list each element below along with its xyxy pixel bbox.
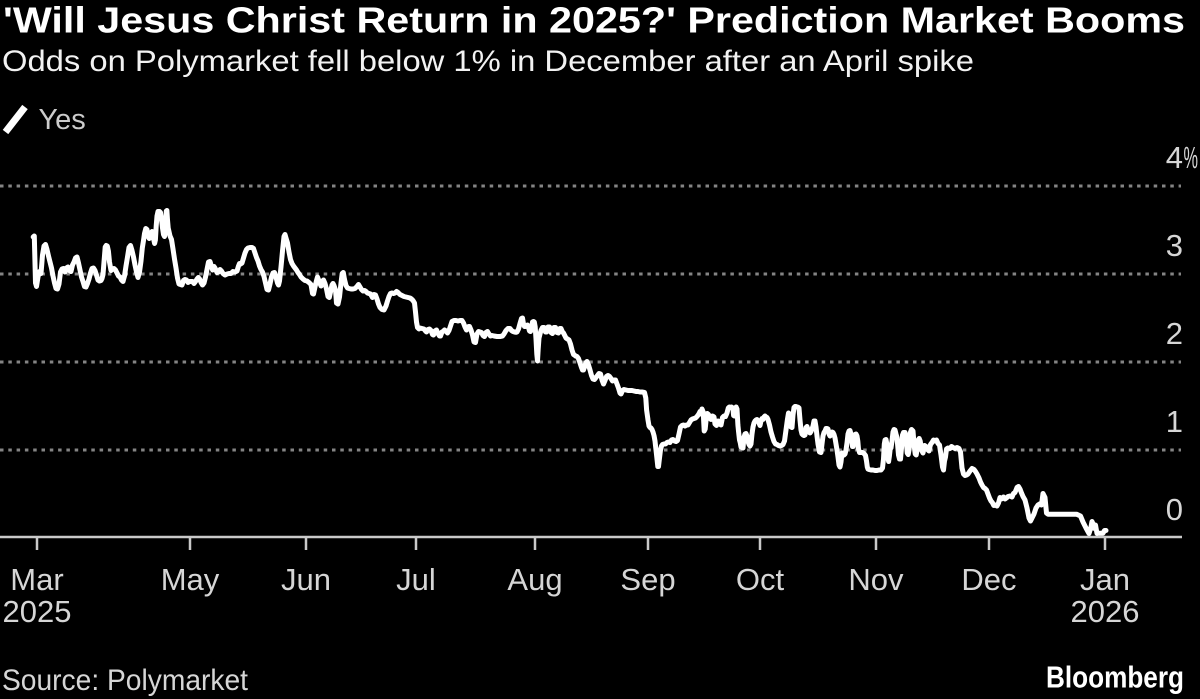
svg-text:Dec: Dec: [961, 562, 1016, 597]
svg-text:Jan: Jan: [1080, 562, 1130, 597]
svg-text:Oct: Oct: [736, 562, 785, 597]
svg-text:'Will Jesus Christ Return in 2: 'Will Jesus Christ Return in 2025?' Pred…: [3, 0, 1185, 41]
svg-text:2026: 2026: [1071, 594, 1140, 629]
svg-text:Nov: Nov: [848, 562, 904, 597]
svg-text:Yes: Yes: [39, 104, 86, 136]
svg-text:Odds on Polymarket fell below: Odds on Polymarket fell below 1% in Dece…: [2, 45, 974, 78]
svg-text:2025: 2025: [3, 594, 72, 629]
svg-text:3: 3: [1166, 228, 1183, 263]
svg-text:0: 0: [1166, 492, 1183, 527]
svg-text:Mar: Mar: [10, 562, 63, 597]
svg-text:Aug: Aug: [507, 562, 562, 597]
svg-text:Jul: Jul: [396, 562, 436, 597]
svg-text:Source: Polymarket: Source: Polymarket: [2, 664, 248, 697]
svg-text:2: 2: [1166, 316, 1183, 351]
svg-text:Bloomberg: Bloomberg: [1046, 660, 1184, 695]
svg-text:Jun: Jun: [281, 562, 331, 597]
svg-text:1: 1: [1166, 404, 1183, 439]
svg-text:May: May: [161, 562, 220, 597]
svg-text:Sep: Sep: [620, 562, 675, 597]
svg-text:%: %: [1184, 140, 1199, 175]
svg-text:4: 4: [1166, 140, 1183, 175]
